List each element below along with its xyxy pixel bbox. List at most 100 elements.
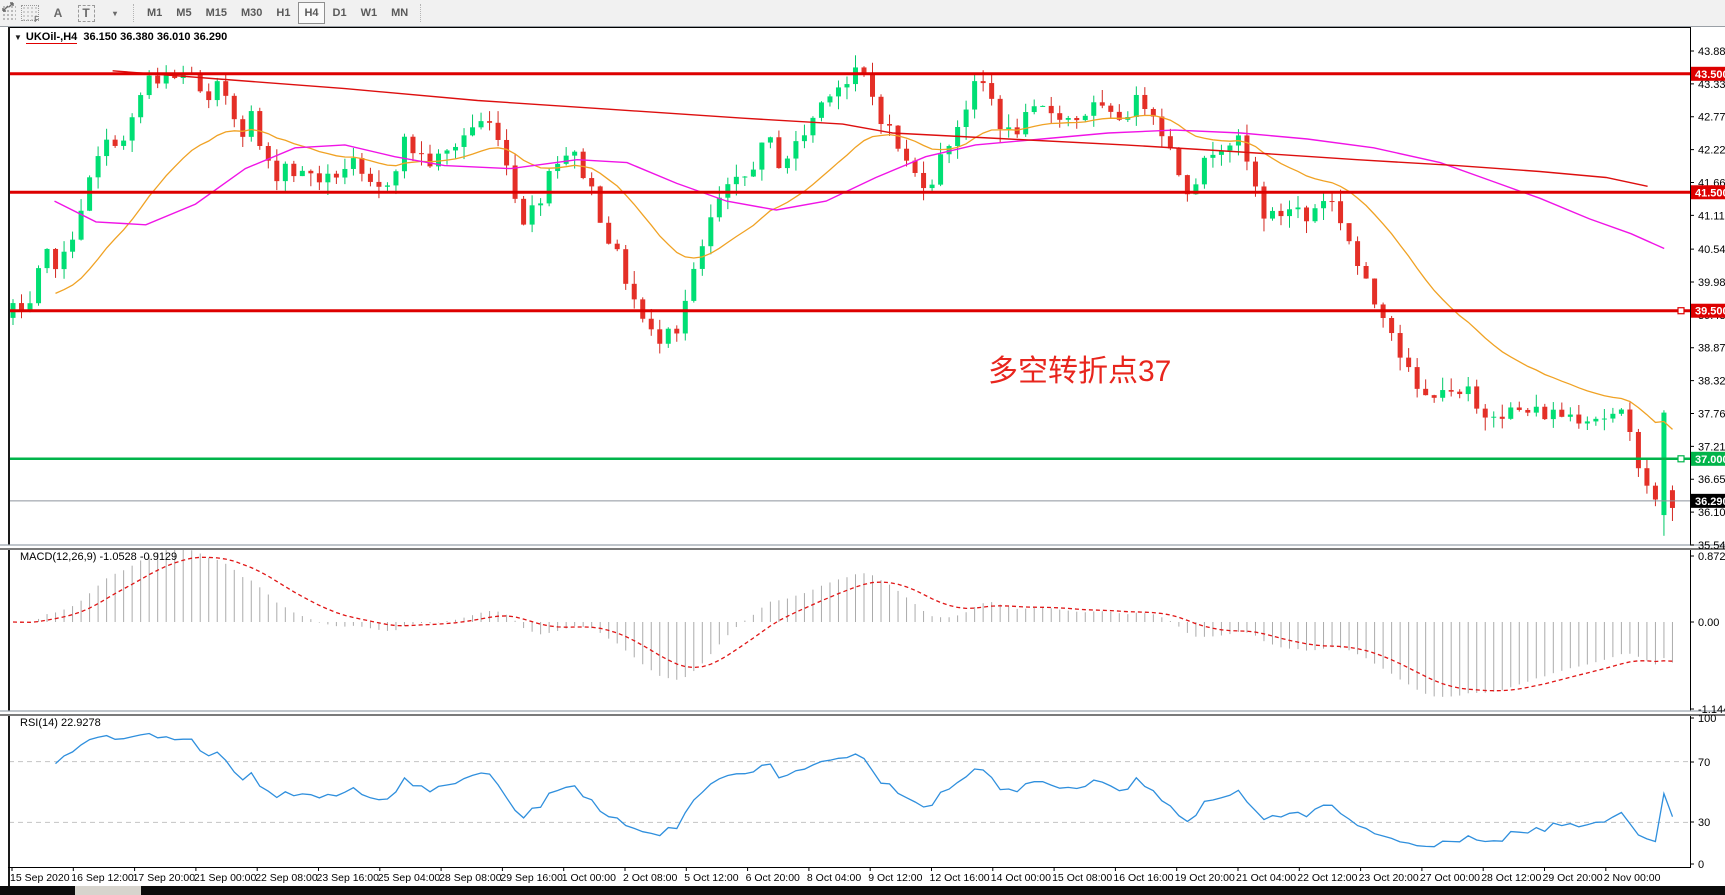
time-axis-label: 12 Oct 16:00 <box>930 872 990 884</box>
price-axis-label: 38.875 <box>1698 343 1725 355</box>
time-axis-label: 5 Oct 12:00 <box>684 872 738 884</box>
time-axis-label: 23 Sep 16:00 <box>317 872 380 884</box>
rsi-axis-label: 0 <box>1698 859 1704 871</box>
macd-axis-label: 0.872 <box>1698 551 1725 563</box>
dropdown-caret-icon: ▾ <box>112 8 117 18</box>
arrows-icon <box>2 2 14 12</box>
time-axis-label: 29 Sep 16:00 <box>500 872 563 884</box>
timeframe-button-D1[interactable]: D1 <box>332 7 347 19</box>
price-axis-label: 36.655 <box>1698 474 1725 486</box>
time-axis-label: 28 Oct 12:00 <box>1481 872 1541 884</box>
price-badge-37.000: 37.000 <box>1695 454 1725 466</box>
price-badge-41.500: 41.500 <box>1695 187 1725 199</box>
timeframe-button-W1[interactable]: W1 <box>360 7 378 19</box>
macd-indicator-label: MACD(12,26,9) -1.0528 -0.9129 <box>20 551 178 563</box>
macd-axis-label: 0.00 <box>1698 617 1719 629</box>
time-axis-label: 2 Nov 00:00 <box>1604 872 1661 884</box>
time-axis-label: 22 Oct 12:00 <box>1297 872 1357 884</box>
time-axis-label: 23 Oct 20:00 <box>1359 872 1419 884</box>
time-axis-label: 15 Oct 08:00 <box>1052 872 1112 884</box>
rsi-axis-label: 70 <box>1698 757 1710 769</box>
time-axis-label: 19 Oct 20:00 <box>1175 872 1235 884</box>
macd-value-1: -1.0528 <box>99 551 137 563</box>
timeframe-button-M30[interactable]: M30 <box>240 7 263 19</box>
toolbar-separator <box>420 4 422 22</box>
moving-averages <box>54 70 1673 430</box>
time-axis-label: 21 Sep 00:00 <box>194 872 257 884</box>
price-axis-label: 43.885 <box>1698 46 1725 58</box>
ohlc-open: 36.150 <box>83 31 118 43</box>
window-borders <box>0 27 1725 886</box>
time-axis-label: 14 Oct 00:00 <box>991 872 1051 884</box>
scrollbar-fragment[interactable] <box>75 886 141 895</box>
timeframe-button-H1[interactable]: H1 <box>276 7 291 19</box>
time-axis-label: 21 Oct 04:00 <box>1236 872 1296 884</box>
price-badges: 43.500 41.500 39.500 37.000 36.290 <box>1691 66 1725 508</box>
price-axis-label: 42.220 <box>1698 145 1725 157</box>
time-axis-label: 16 Oct 16:00 <box>1113 872 1173 884</box>
line-handle-icon[interactable] <box>1677 307 1685 315</box>
timeframe-button-M1[interactable]: M1 <box>147 7 163 19</box>
symbol-dropdown-icon[interactable]: ▼ <box>14 33 22 42</box>
time-axis-label: 25 Sep 04:00 <box>378 872 441 884</box>
ohlc-low: 36.010 <box>156 31 191 43</box>
text-box-icon: T <box>77 4 95 22</box>
macd-value-2: -0.9129 <box>139 551 178 563</box>
price-axis-label: 37.765 <box>1698 408 1725 420</box>
macd-panel-series <box>12 549 1673 697</box>
price-badge-43.500: 43.500 <box>1695 69 1725 81</box>
candlestick-series <box>10 55 1675 536</box>
custom-indicator-button[interactable]: F <box>17 1 43 25</box>
arrows-tool-button[interactable]: ▾ <box>2 1 127 25</box>
price-badge-39.500: 39.500 <box>1695 306 1725 318</box>
time-axis-label: 16 Sep 12:00 <box>71 872 134 884</box>
chart-text-annotation[interactable]: 多空转折点37 <box>988 355 1172 388</box>
price-axis-label: 39.985 <box>1698 277 1725 289</box>
time-axis-label: 22 Sep 08:00 <box>255 872 318 884</box>
timeframe-bar: M1 M5 M15 M30 H1 H4 D1 W1 MN <box>140 2 415 24</box>
line-handle-icon[interactable] <box>1677 455 1685 463</box>
rsi-value: 22.9278 <box>60 717 101 729</box>
timeframe-button-MN[interactable]: MN <box>391 7 409 19</box>
price-scale[interactable]: 43.88543.33042.77542.22041.66541.11040.5… <box>1690 46 1725 871</box>
time-axis-label: 28 Sep 08:00 <box>439 872 502 884</box>
timeframe-button-H4[interactable]: H4 <box>298 2 325 24</box>
text-tool-button[interactable]: T <box>73 1 99 25</box>
price-axis-label: 37.210 <box>1698 441 1725 453</box>
ohlc-high: 36.380 <box>120 31 154 43</box>
rsi-indicator-label: RSI(14) 22.9278 <box>20 717 101 729</box>
time-axis-label: 9 Oct 12:00 <box>868 872 922 884</box>
timeframe-button-M15[interactable]: M15 <box>205 7 227 19</box>
time-axis-label: 8 Oct 04:00 <box>807 872 861 884</box>
time-axis-label: 27 Oct 00:00 <box>1420 872 1480 884</box>
time-axis-label: 6 Oct 20:00 <box>746 872 800 884</box>
toolbar-separator <box>133 4 135 22</box>
macd-axis-label: -1.1444 <box>1698 704 1725 716</box>
rsi-axis-label: 100 <box>1698 713 1716 725</box>
price-axis-label: 42.775 <box>1698 112 1725 124</box>
price-axis-label: 41.110 <box>1698 210 1725 222</box>
time-axis-label: 29 Oct 20:00 <box>1543 872 1603 884</box>
toolbar: F A T ▾ M1 M5 M15 M30 H1 H4 D1 W1 MN <box>0 0 1725 27</box>
rsi-panel-series <box>9 732 1690 848</box>
time-axis-label: 1 Oct 00:00 <box>562 872 616 884</box>
ohlc-close: 36.290 <box>193 31 228 43</box>
horizontal-level-lines[interactable] <box>9 72 1690 502</box>
price-axis-label: 40.540 <box>1698 244 1725 256</box>
time-axis-label: 15 Sep 2020 <box>10 872 70 884</box>
letter-a-icon: A <box>53 6 63 20</box>
timeframe-button-M5[interactable]: M5 <box>176 7 192 19</box>
price-axis-label: 38.320 <box>1698 376 1725 388</box>
price-axis-label: 43.330 <box>1698 79 1725 91</box>
price-badge-36.290: 36.290 <box>1695 496 1725 508</box>
label-tool-button[interactable]: A <box>45 1 71 25</box>
bottom-window-edge <box>0 886 1725 895</box>
symbol-info: ▼ UKOil-,H4 36.150 36.380 36.010 36.290 <box>14 31 228 44</box>
grid-f-icon: F <box>21 5 39 24</box>
time-axis-label: 2 Oct 08:00 <box>623 872 677 884</box>
price-axis-label: 35.545 <box>1698 540 1725 552</box>
time-axis-label: 17 Sep 20:00 <box>133 872 196 884</box>
